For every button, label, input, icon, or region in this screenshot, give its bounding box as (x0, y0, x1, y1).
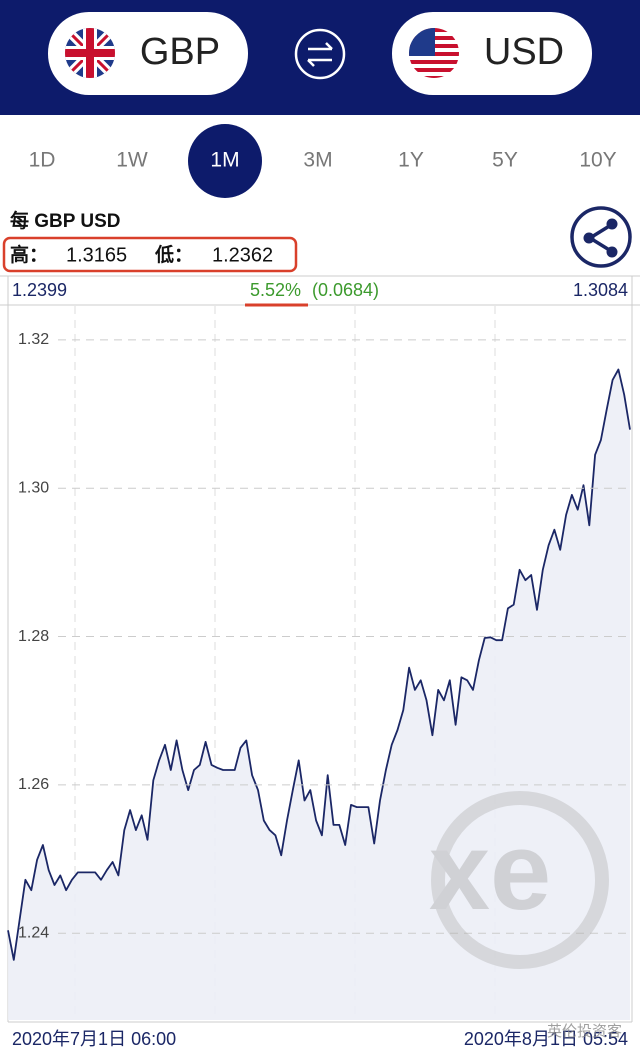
low-label: 低： (154, 243, 193, 266)
xe-watermark: xe (429, 791, 609, 969)
range-tab[interactable]: 1D (29, 149, 56, 172)
range-tab[interactable]: 3M (303, 149, 332, 172)
quote-currency: USD (484, 31, 564, 73)
y-tick-label: 1.24 (18, 924, 49, 941)
x-tick-label: 2020年7月1日 06:00 (12, 1029, 176, 1049)
x-tick-label: 2020年8月1日 05:54 (464, 1029, 628, 1049)
y-tick-label: 1.30 (18, 479, 49, 496)
range-tab[interactable]: 1M (210, 149, 239, 172)
change-percent: 5.52% (250, 280, 301, 300)
swap-icon (307, 42, 333, 67)
share-button[interactable] (570, 206, 632, 268)
change-absolute: (0.0684) (312, 280, 379, 300)
y-tick-label: 1.26 (18, 776, 49, 793)
watermark-logo: xe (429, 810, 551, 933)
y-tick-label: 1.32 (18, 331, 49, 348)
high-value: 1.3165 (66, 244, 127, 266)
y-tick-label: 1.28 (18, 628, 49, 645)
watermark-credit: 英伦投资客 (547, 1022, 622, 1040)
low-value: 1.2362 (212, 244, 273, 266)
range-tabs: 1D 1W 1M 3M 1Y 5Y 10Y (29, 124, 617, 198)
area-fill (8, 369, 630, 1020)
range-tab[interactable]: 1W (116, 149, 148, 172)
highlight-box (2, 236, 298, 273)
base-currency: GBP (140, 31, 220, 73)
pair-title: 每 GBP USD (10, 209, 121, 232)
range-tab[interactable]: 5Y (492, 149, 518, 172)
us-flag (409, 28, 459, 78)
swap-button[interactable] (294, 28, 346, 80)
range-tab[interactable]: 1Y (398, 149, 424, 172)
x-axis: 2020年7月1日 06:00 2020年8月1日 05:54 (12, 1029, 628, 1049)
price-line (7, 368, 631, 961)
plot: 1.24 1.26 1.28 1.30 1.32 (7, 331, 632, 1020)
range-tab[interactable]: 10Y (579, 149, 616, 172)
active-tab-bg (188, 124, 262, 198)
end-rate: 1.3084 (573, 280, 628, 300)
high-label: 高： (10, 243, 48, 266)
start-rate: 1.2399 (12, 280, 67, 300)
